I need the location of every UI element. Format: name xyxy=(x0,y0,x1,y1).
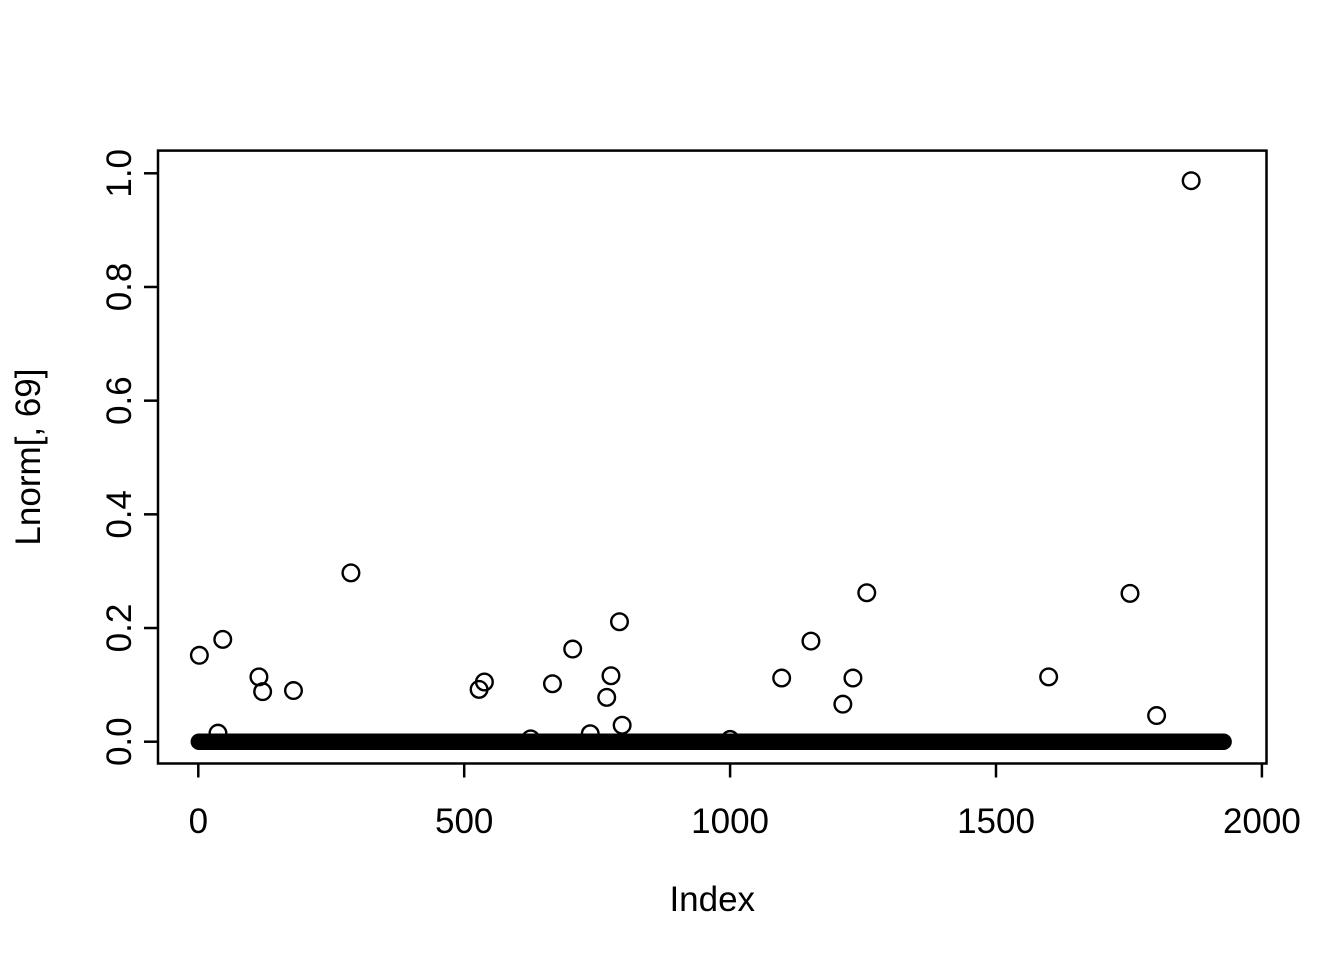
y-axis-tick-label: 0.4 xyxy=(100,490,139,539)
x-axis-tick-label: 1500 xyxy=(957,802,1035,841)
data-point xyxy=(563,639,583,659)
data-point xyxy=(843,668,863,688)
data-point xyxy=(1147,706,1167,726)
data-point xyxy=(601,666,621,686)
y-axis-tick-label: 0.0 xyxy=(100,717,139,766)
data-point xyxy=(833,694,853,714)
data-point xyxy=(189,645,209,665)
data-point xyxy=(542,674,562,694)
y-axis-title: Lnorm[, 69] xyxy=(9,369,48,546)
plot-box xyxy=(156,149,1268,765)
data-point xyxy=(253,682,273,702)
x-axis-tick-label: 2000 xyxy=(1223,802,1301,841)
y-axis-tick-label: 0.2 xyxy=(100,604,139,653)
y-axis-tick-label: 1.0 xyxy=(100,149,139,198)
data-point xyxy=(857,583,877,603)
data-point xyxy=(213,629,233,649)
y-axis-tick-label: 0.6 xyxy=(100,376,139,425)
data-point xyxy=(474,672,494,692)
data-point xyxy=(612,715,632,735)
data-point xyxy=(801,631,821,651)
y-axis-tick-label: 0.8 xyxy=(100,263,139,312)
x-axis-tick-label: 1000 xyxy=(691,802,769,841)
data-point xyxy=(1120,583,1140,603)
data-point xyxy=(1039,667,1059,687)
data-point xyxy=(1181,171,1201,191)
data-point xyxy=(597,687,617,707)
data-point xyxy=(609,612,629,632)
x-axis-title: Index xyxy=(669,880,755,919)
data-point xyxy=(772,668,792,688)
data-point xyxy=(341,563,361,583)
x-axis-tick-label: 0 xyxy=(189,802,208,841)
x-axis-tick-label: 500 xyxy=(435,802,493,841)
data-point xyxy=(283,681,303,701)
